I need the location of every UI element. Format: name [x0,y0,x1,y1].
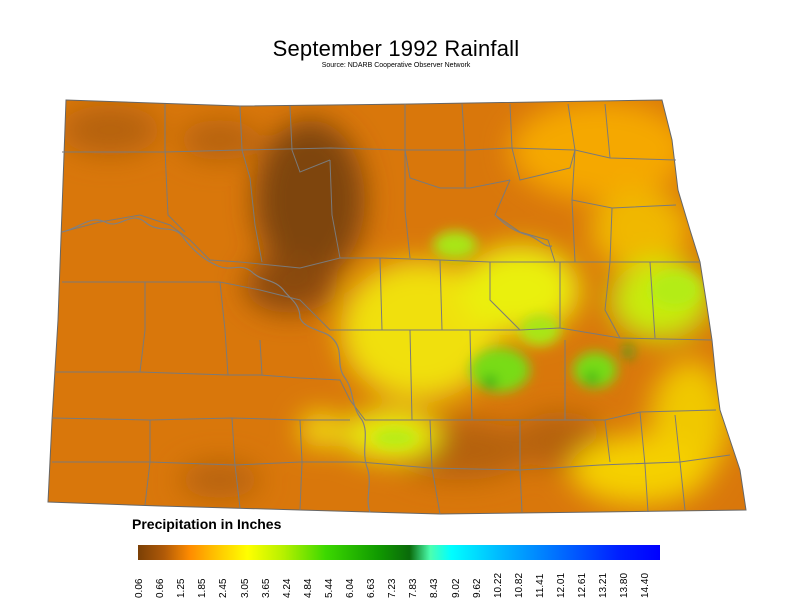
map-title: September 1992 Rainfall [272,36,520,61]
legend-tick-label: 13.21 [598,572,610,598]
legend-tick-label: 12.61 [577,572,589,598]
county-boundaries [47,99,747,515]
legend-tick-label: 4.84 [302,578,314,598]
legend-tick-label: 6.04 [345,578,356,598]
legend-tick-label: 2.45 [218,578,230,598]
legend-tick-label: 0.06 [134,578,145,598]
legend-tick-label: 4.24 [281,578,293,598]
legend-tick-label: 6.63 [366,578,378,598]
legend-tick-label: 8.43 [429,578,441,598]
legend-tick-label: 7.83 [408,578,420,598]
legend-tick-label: 0.66 [155,578,167,598]
legend-tick-label: 9.02 [450,578,462,598]
missouri-river [61,214,553,513]
legend-tick-label: 14.40 [640,572,652,598]
legend-tick-label: 3.05 [239,578,251,598]
legend-color-bar [138,545,660,560]
legend-tick-label: 1.25 [176,578,188,598]
legend-tick-label: 12.01 [556,572,567,598]
legend-tick-label: 9.62 [471,578,483,598]
legend-title: Precipitation in Inches [132,516,282,532]
legend-tick-label: 7.23 [387,578,399,598]
precipitation-surface [48,100,746,514]
legend-tick-label: 13.80 [619,572,631,598]
legend-tick-label: 5.44 [323,578,335,598]
legend-tick-label: 1.85 [197,578,209,598]
legend-tick-label: 11.41 [534,573,546,598]
legend-tick-label: 10.22 [492,572,504,598]
map-subtitle: Source: NDARB Cooperative Observer Netwo… [321,62,471,69]
legend-tick-label: 3.65 [260,578,272,598]
legend-tick-label: 10.82 [513,572,525,598]
